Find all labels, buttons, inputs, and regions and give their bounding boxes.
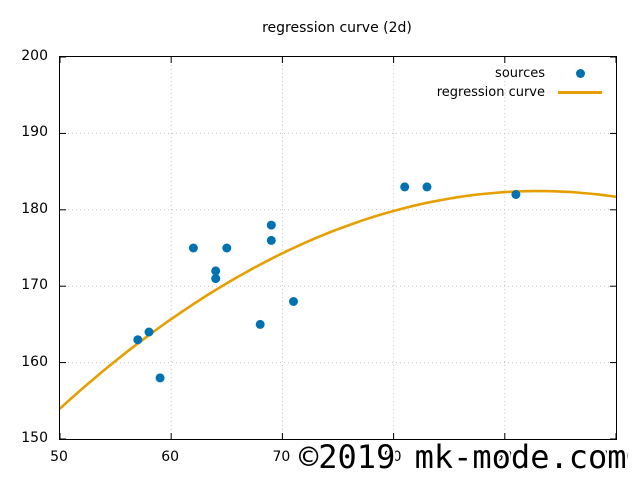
data-point — [255, 319, 265, 329]
x-tick-label: 80 — [383, 449, 402, 465]
y-tick-label: 160 — [21, 353, 48, 370]
data-point — [211, 266, 221, 276]
y-tick-label: 170 — [21, 277, 48, 294]
data-point — [266, 235, 276, 245]
legend-sample-regression-curve — [557, 91, 603, 94]
plot-svg — [60, 57, 616, 439]
data-point — [133, 335, 143, 345]
x-tick-label: 100 — [601, 449, 629, 465]
data-point — [188, 243, 198, 253]
data-point — [266, 220, 276, 230]
data-point — [422, 182, 432, 192]
y-tick-label: 180 — [21, 200, 48, 217]
chart-title: regression curve (2d) — [262, 20, 412, 36]
legend-item-regression-curve: regression curve — [437, 83, 603, 102]
plot-area: sources regression curve — [59, 56, 617, 440]
line-marker-icon — [558, 91, 602, 94]
data-point — [289, 297, 298, 306]
watermark: ©2019 mk-mode.com — [299, 438, 627, 476]
legend-sample-sources — [557, 69, 603, 78]
y-tick-label: 190 — [21, 124, 48, 141]
data-point — [400, 182, 410, 192]
scatter-marker-icon — [575, 69, 585, 78]
legend: sources regression curve — [437, 64, 603, 102]
x-tick-label: 60 — [161, 449, 180, 465]
data-point — [211, 274, 221, 284]
regression-curve — [60, 189, 616, 410]
data-point — [144, 327, 154, 337]
y-tick-label: 150 — [21, 430, 48, 446]
x-tick-label: 50 — [50, 449, 68, 465]
data-point — [222, 243, 232, 253]
legend-item-sources: sources — [437, 64, 603, 83]
y-tick-label: 200 — [21, 48, 48, 64]
data-point — [155, 373, 165, 383]
legend-label-regression-curve: regression curve — [436, 85, 545, 100]
legend-label-sources: sources — [495, 66, 545, 81]
data-point — [511, 190, 521, 199]
x-tick-label: 70 — [272, 449, 291, 465]
x-tick-label: 90 — [494, 449, 513, 465]
